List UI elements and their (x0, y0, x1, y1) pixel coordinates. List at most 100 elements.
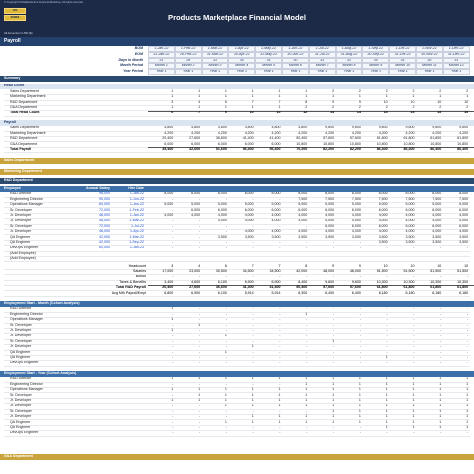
cell: - (279, 333, 281, 338)
cell: 4,200 (191, 130, 201, 135)
cell: 1 (412, 94, 415, 99)
cell: 41,400 (269, 285, 281, 290)
cell: 9,600 (459, 125, 469, 130)
timeline-cell: Month 8 (335, 63, 363, 70)
cell: - (359, 240, 361, 244)
cell: 4,800 (191, 125, 201, 130)
cell: 6,800 (164, 290, 174, 295)
salary: 48,000 (99, 229, 110, 234)
cell: 3,500 (298, 234, 308, 239)
cell: - (466, 349, 469, 354)
cell: 4,000 (459, 213, 469, 217)
cell: 4,000 (298, 218, 308, 223)
cell: 3,500 (459, 234, 469, 239)
cell: 1 (466, 419, 469, 424)
cell: - (359, 312, 361, 316)
cell: 1 (412, 381, 415, 386)
timeline-cell: 30 (416, 57, 443, 64)
cell: 61,800 (430, 285, 442, 290)
cell: 30,500 (215, 269, 227, 273)
cell: 1 (412, 398, 415, 402)
timeline-cell: 31-Jul-22 (308, 51, 336, 58)
cell: - (198, 196, 201, 201)
cell: 6,180 (378, 290, 388, 295)
cell: 1 (385, 419, 388, 424)
cell: 36,600 (215, 285, 227, 290)
cell: - (279, 328, 281, 333)
cell: 7 (278, 99, 281, 104)
hire-date: Hire Date (128, 186, 144, 190)
cell: - (198, 229, 201, 234)
salary: 72,000 (99, 223, 110, 228)
row-label: G&A Department (10, 141, 38, 146)
cell: - (359, 306, 361, 311)
cell: - (172, 414, 174, 419)
cell: 34,500 (269, 269, 281, 273)
total-label: Total Payroll (10, 147, 32, 151)
cell: 6,000 (378, 223, 388, 228)
cell: - (172, 419, 174, 424)
cell: 8,000 (244, 191, 254, 196)
cell: 2 (412, 105, 415, 110)
cell: 1 (385, 355, 388, 360)
timeline-cell: 31-Jan-22 (148, 51, 175, 58)
cell: 4,000 (271, 218, 281, 223)
cell: 9,600 (351, 125, 361, 130)
cell: 6,000 (405, 207, 415, 212)
cell: 1 (224, 94, 227, 99)
cell: 17,000 (162, 269, 174, 273)
cell: 1 (305, 414, 308, 419)
cell: 1 (278, 94, 281, 99)
cell: 1 (332, 408, 335, 413)
timeline-cell: Year 1 (282, 69, 309, 75)
cell: - (413, 306, 415, 311)
cell: 57,600 (349, 136, 361, 141)
row-label: Sr. Developer (10, 339, 32, 343)
cell: 2 (412, 89, 415, 93)
cell: 1 (278, 89, 281, 93)
cell: - (359, 333, 361, 338)
timeline-label: Year Period (123, 69, 143, 74)
cell: 1 (305, 312, 308, 316)
cell: - (332, 245, 335, 250)
cell: - (359, 430, 361, 435)
cell: - (332, 360, 335, 365)
cell: 8,000 (298, 191, 308, 196)
timeline-cell: Month 9 (362, 63, 390, 70)
row-label: Salaries (133, 269, 146, 273)
cell: - (279, 349, 281, 354)
cell: 1 (171, 317, 174, 322)
nav-button[interactable]: Index (4, 15, 26, 21)
cell: 1 (358, 376, 361, 381)
cell: 1 (224, 398, 227, 402)
cell: - (172, 245, 174, 250)
cell: - (279, 430, 281, 435)
cell: 4,800 (271, 125, 281, 130)
cell: - (198, 234, 201, 239)
cell: 1 (385, 387, 388, 392)
cell: - (440, 430, 442, 435)
cell: 10,800 (376, 141, 388, 146)
cell: 6,000 (378, 207, 388, 212)
nav-button[interactable]: Go (4, 8, 26, 14)
cell: 1 (278, 392, 281, 397)
cell: - (466, 306, 469, 311)
cell: 6,000 (351, 207, 361, 212)
cell: 3,500 (351, 234, 361, 239)
cell: - (198, 419, 201, 424)
cell: 10,800 (323, 141, 335, 146)
timeline-cell: Year 1 (389, 69, 416, 75)
cell: - (413, 360, 415, 365)
cell: - (172, 360, 174, 365)
cell: 3,500 (244, 234, 254, 239)
cell: 4,200 (459, 130, 469, 135)
cell: 5,000 (405, 202, 415, 207)
cell: 4,000 (405, 213, 415, 217)
timeline-cell: 31 (308, 57, 336, 64)
cell: 5,914 (244, 290, 254, 295)
cell: - (332, 333, 335, 338)
cell: 1 (171, 105, 174, 110)
cell: 1 (305, 403, 308, 408)
cell: 1 (385, 403, 388, 408)
timeline-cell: 30-Jun-22 (282, 51, 309, 58)
